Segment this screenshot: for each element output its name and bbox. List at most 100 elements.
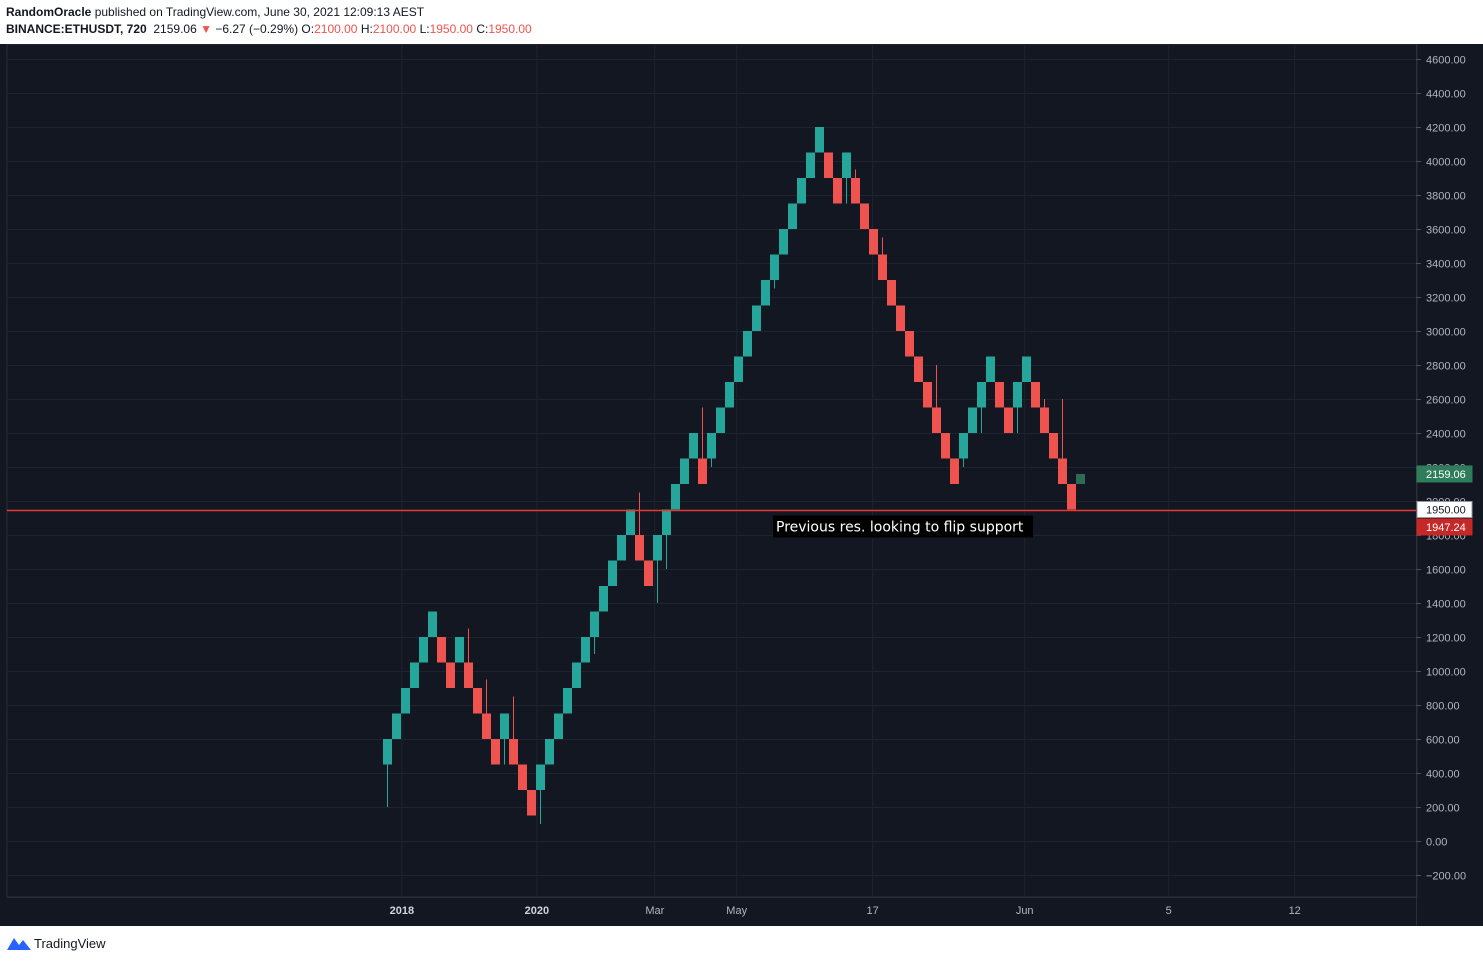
renko-brick-up — [572, 662, 581, 688]
renko-brick-up — [590, 611, 599, 637]
renko-brick-up — [617, 535, 626, 561]
renko-brick-up — [986, 356, 995, 382]
renko-brick-up — [500, 713, 509, 739]
price-tag-label: 1947.24 — [1426, 522, 1466, 534]
renko-brick-down — [833, 178, 842, 204]
renko-brick-down — [860, 203, 869, 229]
chart-annotation[interactable]: Previous res. looking to flip support — [773, 515, 1033, 538]
renko-brick-down — [941, 433, 950, 459]
down-arrow-icon: ▼ — [200, 22, 212, 36]
renko-brick-down — [446, 662, 455, 688]
renko-brick-down — [698, 458, 707, 484]
renko-brick-up — [608, 560, 617, 586]
price-tag — [1416, 501, 1473, 518]
y-tick-label: 1600.00 — [1426, 565, 1466, 577]
y-tick-label: 1400.00 — [1426, 599, 1466, 611]
renko-brick-up — [725, 382, 734, 408]
renko-brick-down — [950, 458, 959, 484]
renko-brick-down — [923, 382, 932, 408]
high-value: 2100.00 — [372, 22, 417, 36]
publish-info: RandomOracle published on TradingView.co… — [6, 5, 424, 19]
renko-brick-up — [779, 229, 788, 255]
y-tick-label: 0.00 — [1426, 837, 1447, 849]
renko-brick-up — [1022, 356, 1031, 382]
renko-brick-up — [599, 586, 608, 612]
x-tick-label: 17 — [866, 905, 878, 917]
low-label: L: — [419, 22, 430, 36]
symbol-label: BINANCE:ETHUSDT, 720 — [6, 22, 147, 36]
renko-brick-down — [473, 688, 482, 714]
renko-brick-down — [1031, 382, 1040, 408]
renko-brick-down — [914, 356, 923, 382]
y-tick-label: 3800.00 — [1426, 191, 1466, 203]
renko-brick-up — [545, 739, 554, 765]
renko-brick-up — [1076, 473, 1085, 484]
renko-brick-up — [401, 688, 410, 714]
price-tag-label: 2159.06 — [1426, 469, 1466, 481]
renko-brick-up — [428, 611, 437, 637]
tradingview-brand[interactable]: TradingView — [34, 936, 106, 951]
renko-brick-up — [752, 305, 761, 331]
y-tick-label: 800.00 — [1426, 701, 1460, 713]
y-tick-label: 4000.00 — [1426, 157, 1466, 169]
y-tick-label: 2600.00 — [1426, 395, 1466, 407]
renko-brick-up — [662, 509, 671, 535]
high-label: H: — [360, 22, 373, 36]
x-tick-label: May — [726, 905, 747, 917]
renko-brick-up — [815, 127, 824, 153]
plot-frame — [6, 44, 1418, 898]
renko-brick-up — [1013, 382, 1022, 408]
renko-brick-down — [491, 739, 500, 765]
y-tick-label: 2400.00 — [1426, 429, 1466, 441]
renko-brick-down — [482, 713, 491, 739]
low-value: 1950.00 — [429, 22, 473, 36]
renko-bricks — [383, 127, 1085, 824]
renko-brick-up — [968, 407, 977, 433]
price-tag — [1416, 465, 1473, 483]
x-tick-label: Jun — [1016, 905, 1034, 917]
y-tick-label: 4600.00 — [1426, 55, 1466, 67]
renko-brick-up — [383, 739, 392, 765]
renko-brick-down — [824, 152, 833, 178]
y-tick-label: −200.00 — [1426, 871, 1466, 883]
renko-brick-up — [455, 637, 464, 663]
renko-brick-up — [770, 254, 779, 280]
tradingview-logo-icon[interactable] — [7, 936, 31, 950]
y-tick-label: 600.00 — [1426, 735, 1460, 747]
renko-brick-down — [1004, 407, 1013, 433]
renko-brick-down — [932, 407, 941, 433]
renko-brick-up — [680, 458, 689, 484]
renko-brick-down — [878, 254, 887, 280]
renko-brick-up — [797, 178, 806, 204]
y-tick-label: 200.00 — [1426, 803, 1460, 815]
chart-area[interactable]: Previous res. looking to flip support 46… — [0, 44, 1483, 926]
renko-brick-down — [995, 382, 1004, 408]
renko-chart-svg[interactable]: Previous res. looking to flip support 46… — [0, 44, 1483, 926]
renko-brick-down — [896, 305, 905, 331]
x-tick-label: 2020 — [525, 905, 549, 917]
annotation-text: Previous res. looking to flip support — [776, 520, 1024, 536]
renko-brick-up — [707, 433, 716, 459]
renko-brick-down — [1040, 407, 1049, 433]
renko-brick-down — [635, 535, 644, 561]
renko-brick-down — [527, 790, 536, 816]
renko-brick-up — [554, 713, 563, 739]
renko-brick-up — [977, 382, 986, 408]
renko-brick-up — [581, 637, 590, 663]
y-tick-label: 1000.00 — [1426, 667, 1466, 679]
price-tag-label: 1950.00 — [1426, 505, 1466, 517]
y-tick-label: 3000.00 — [1426, 327, 1466, 339]
renko-brick-up — [563, 688, 572, 714]
renko-brick-up — [734, 356, 743, 382]
ohlc-legend: BINANCE:ETHUSDT, 720 2159.06 ▼ −6.27 (−0… — [6, 22, 532, 36]
y-tick-label: 3200.00 — [1426, 293, 1466, 305]
renko-brick-down — [905, 331, 914, 357]
price-change: −6.27 (−0.29%) — [215, 22, 299, 36]
renko-brick-up — [689, 433, 698, 459]
time-axis[interactable]: 2018 2020 Mar May 17 Jun 5 12 — [390, 905, 1301, 917]
renko-brick-down — [518, 764, 527, 790]
published-text: published on TradingView.com, June 30, 2… — [94, 5, 425, 19]
renko-brick-down — [1058, 458, 1067, 484]
author-name[interactable]: RandomOracle — [6, 5, 92, 19]
price-tags: 2159.06 1950.00 1947.24 — [1416, 465, 1473, 536]
